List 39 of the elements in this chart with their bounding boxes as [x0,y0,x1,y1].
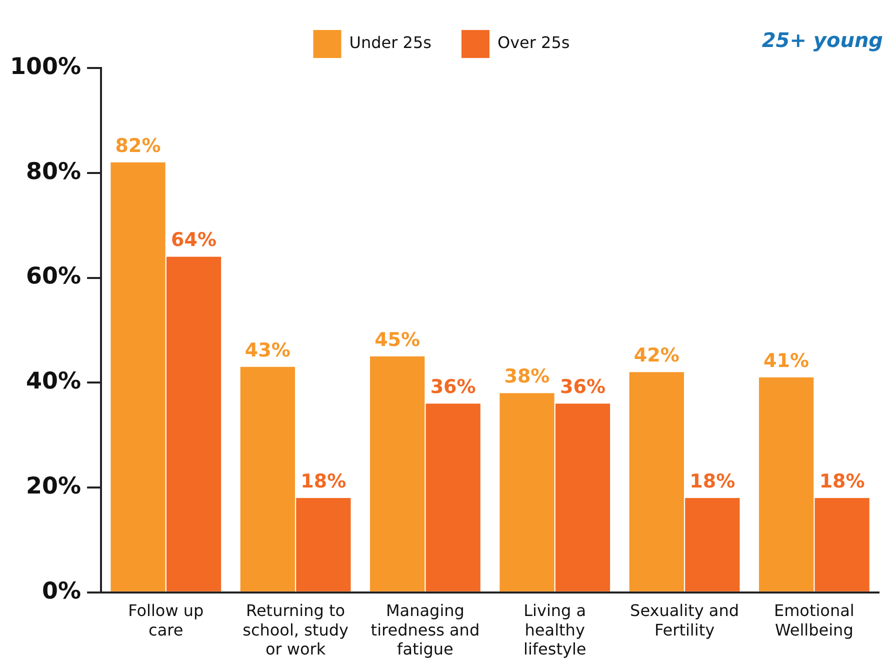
bar [110,162,166,592]
y-tick-label: 80% [26,158,82,185]
bar [166,256,222,592]
data-label: 82% [115,134,161,157]
data-label: 43% [244,339,290,362]
bar [426,404,480,592]
x-tick-label: Sexuality and Fertility [630,601,739,640]
y-tick-label: 60% [26,264,82,290]
data-label: 64% [171,229,216,252]
bar [555,404,610,592]
bar [240,366,295,592]
x-tick-label: Emotional Wellbeing [774,601,854,640]
bar [814,498,870,592]
data-label: 18% [819,470,865,492]
bar [500,393,554,592]
y-tick-label: 20% [26,473,82,500]
legend-label: Over 25s [497,33,570,52]
bar [758,377,814,592]
bar [370,356,425,592]
data-label: 18% [300,470,346,492]
x-tick-label: Returning to school, study or work [242,601,348,659]
bar [629,372,684,592]
x-tick-label: Living a healthy lifestyle [523,601,586,659]
data-label: 38% [504,366,550,388]
data-label: 45% [374,328,420,351]
data-label: 41% [764,350,810,372]
y-tick-label: 40% [26,368,82,395]
x-tick-label: Managing tiredness and fatigue [370,601,480,659]
data-label: 36% [560,376,606,398]
data-label: 42% [634,344,680,367]
bar [685,498,740,592]
data-label: 18% [690,470,736,492]
y-tick-label: 100% [10,54,82,80]
data-label: 36% [430,376,476,398]
x-tick-label: Follow up care [128,601,204,640]
legend-label: Under 25s [349,33,432,52]
text: 25+ young [762,28,883,52]
bar [296,498,351,592]
y-tick-label: 0% [42,578,82,604]
